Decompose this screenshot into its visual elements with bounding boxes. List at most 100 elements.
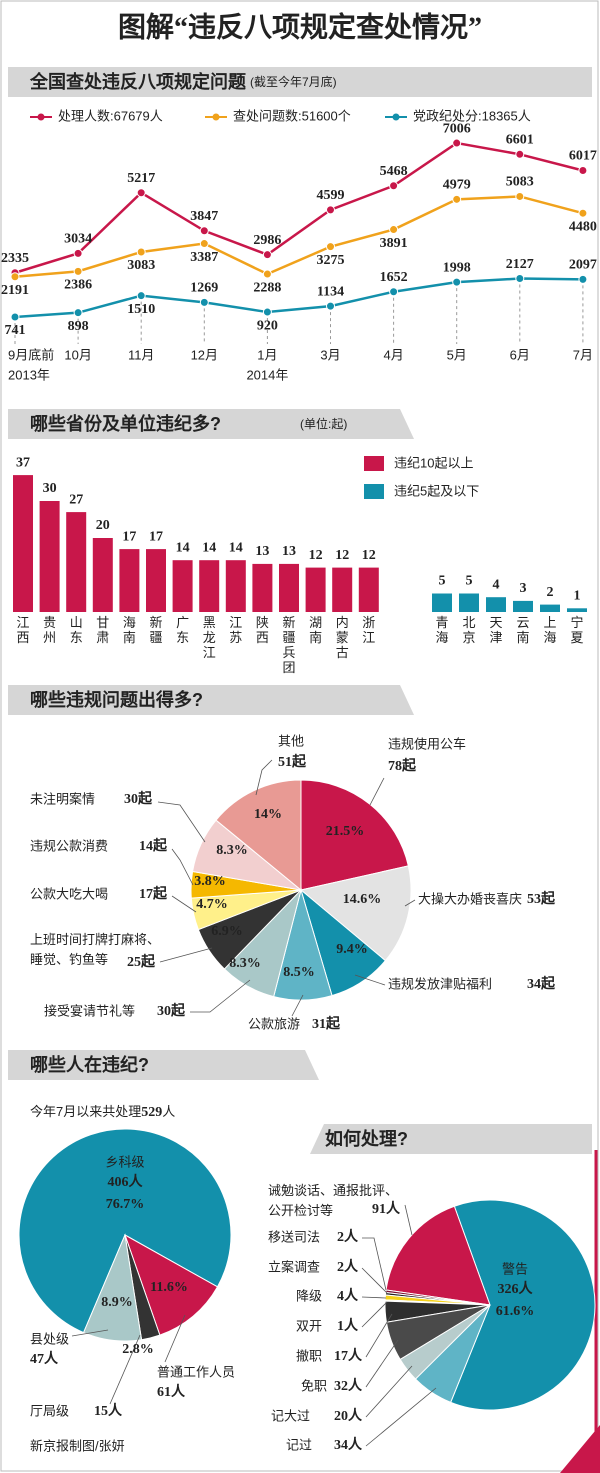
data-label: 1998 <box>443 260 471 275</box>
x-tick-label: 内蒙古 <box>336 615 349 660</box>
data-label: 27 <box>69 492 83 507</box>
data-label: 4599 <box>317 188 345 203</box>
data-label: 4 <box>493 577 500 592</box>
data-label: 12 <box>335 548 349 563</box>
x-tick-label: 3月 <box>320 347 340 362</box>
data-point <box>578 208 588 218</box>
leader-line <box>109 1334 141 1405</box>
bar <box>199 560 220 612</box>
text-line: 南 <box>309 630 322 645</box>
slice-label: 违规公款消费 <box>30 838 108 853</box>
x-tick-label: 山东 <box>70 615 83 645</box>
slice-value-label: 1人 <box>337 1317 359 1334</box>
data-point <box>326 242 335 252</box>
text-line: 云 <box>516 615 529 630</box>
legend-label: 违纪10起以上 <box>394 455 473 470</box>
bar <box>332 567 353 612</box>
legend-swatch <box>364 456 384 471</box>
series-line <box>14 277 583 319</box>
text-line: 甘 <box>96 615 109 630</box>
slice-value-label: 4人 <box>337 1287 359 1304</box>
slice-label: 接受宴请节礼等 <box>44 1003 135 1018</box>
slice-percent-label: 2.8% <box>122 1342 154 1357</box>
data-label: 5468 <box>380 164 408 179</box>
data-point <box>199 297 209 307</box>
pie-slice <box>299 865 412 962</box>
data-point <box>73 308 83 318</box>
data-label: 1 <box>574 589 581 604</box>
x-tick-label: 11月 <box>128 347 155 362</box>
bar <box>225 560 246 612</box>
slice-percent-label: 9.4% <box>336 942 368 957</box>
text-line: 天 <box>489 615 502 630</box>
x-tick-label: 4月 <box>383 347 403 362</box>
text-line: 夏 <box>570 630 583 645</box>
slice-label: 乡科级 <box>105 1154 144 1169</box>
legend-label: 违纪5起及以下 <box>394 483 479 498</box>
data-point <box>326 205 335 215</box>
data-label: 13 <box>255 544 269 559</box>
x-tick-label: 新疆 <box>149 615 162 645</box>
data-label: 12 <box>362 548 376 563</box>
section-header-bg <box>8 1050 319 1080</box>
text-line: 海 <box>543 630 556 645</box>
slice-percent-label: 8.3% <box>229 956 261 971</box>
data-label: 741 <box>5 323 26 338</box>
text-line: 睡觉、钓鱼等 <box>30 952 108 967</box>
data-point <box>452 194 462 204</box>
data-point <box>136 247 146 257</box>
pie-slice <box>215 779 302 892</box>
data-label: 14 <box>176 540 190 555</box>
x-tick-label: 浙江 <box>362 615 375 645</box>
data-label: 37 <box>16 455 30 470</box>
data-point <box>199 226 209 236</box>
bar <box>567 608 587 612</box>
data-point <box>389 181 399 191</box>
bar <box>459 593 479 612</box>
data-point <box>262 250 272 260</box>
pie-slice <box>300 779 409 891</box>
section-subtitle: 今年7月以来共处理529人 <box>30 1104 175 1120</box>
bar <box>39 501 60 612</box>
legend-marker <box>392 113 400 121</box>
subtitle-part: 今年7月以来共处理 <box>30 1104 141 1119</box>
x-tick-label: 湖南 <box>309 615 322 645</box>
x-tick-label: 9月底前 <box>8 347 54 362</box>
section-subtitle: (单位:起) <box>300 416 347 431</box>
bar <box>540 604 560 612</box>
slice-value-label: 51起 <box>278 753 307 770</box>
leader-line <box>365 1339 399 1388</box>
legend-marker <box>37 113 45 121</box>
text-line: 上 <box>543 615 556 630</box>
data-label: 3083 <box>127 258 155 273</box>
text-line: 北 <box>462 615 475 630</box>
slice-percent-label: 61.6% <box>496 1304 535 1319</box>
slice-label: 上班时间打牌打麻将、睡觉、钓鱼等 <box>30 932 160 967</box>
x-tick-label: 甘肃 <box>96 615 109 645</box>
slice-label: 双开 <box>296 1318 322 1333</box>
legend-swatch <box>364 484 384 499</box>
bar <box>305 567 326 612</box>
data-point <box>452 277 462 287</box>
leader-line <box>71 1329 109 1337</box>
text-line: 江 <box>16 615 29 630</box>
data-label: 2288 <box>253 280 281 295</box>
text-line: 苏 <box>229 630 242 645</box>
credit: 新京报制图/张妍 <box>30 1438 125 1453</box>
data-point <box>10 312 20 322</box>
series-line <box>14 141 584 274</box>
bar <box>66 512 87 612</box>
text-line: 新 <box>149 615 162 630</box>
data-label: 3387 <box>190 250 218 265</box>
x-tick-label: 6月 <box>510 347 530 362</box>
x-tick-label: 7月 <box>573 347 593 362</box>
data-label: 2 <box>547 585 554 600</box>
slice-percent-label: 11.6% <box>150 1280 188 1295</box>
slice-label: 未注明案情 <box>30 791 95 806</box>
leader-line <box>171 895 197 913</box>
data-point <box>262 307 272 317</box>
slice-label: 违规发放津贴福利 <box>388 976 492 991</box>
slice-value-label: 47人 <box>30 1350 59 1367</box>
text-line: 古 <box>336 645 349 660</box>
text-line: 南 <box>516 630 529 645</box>
